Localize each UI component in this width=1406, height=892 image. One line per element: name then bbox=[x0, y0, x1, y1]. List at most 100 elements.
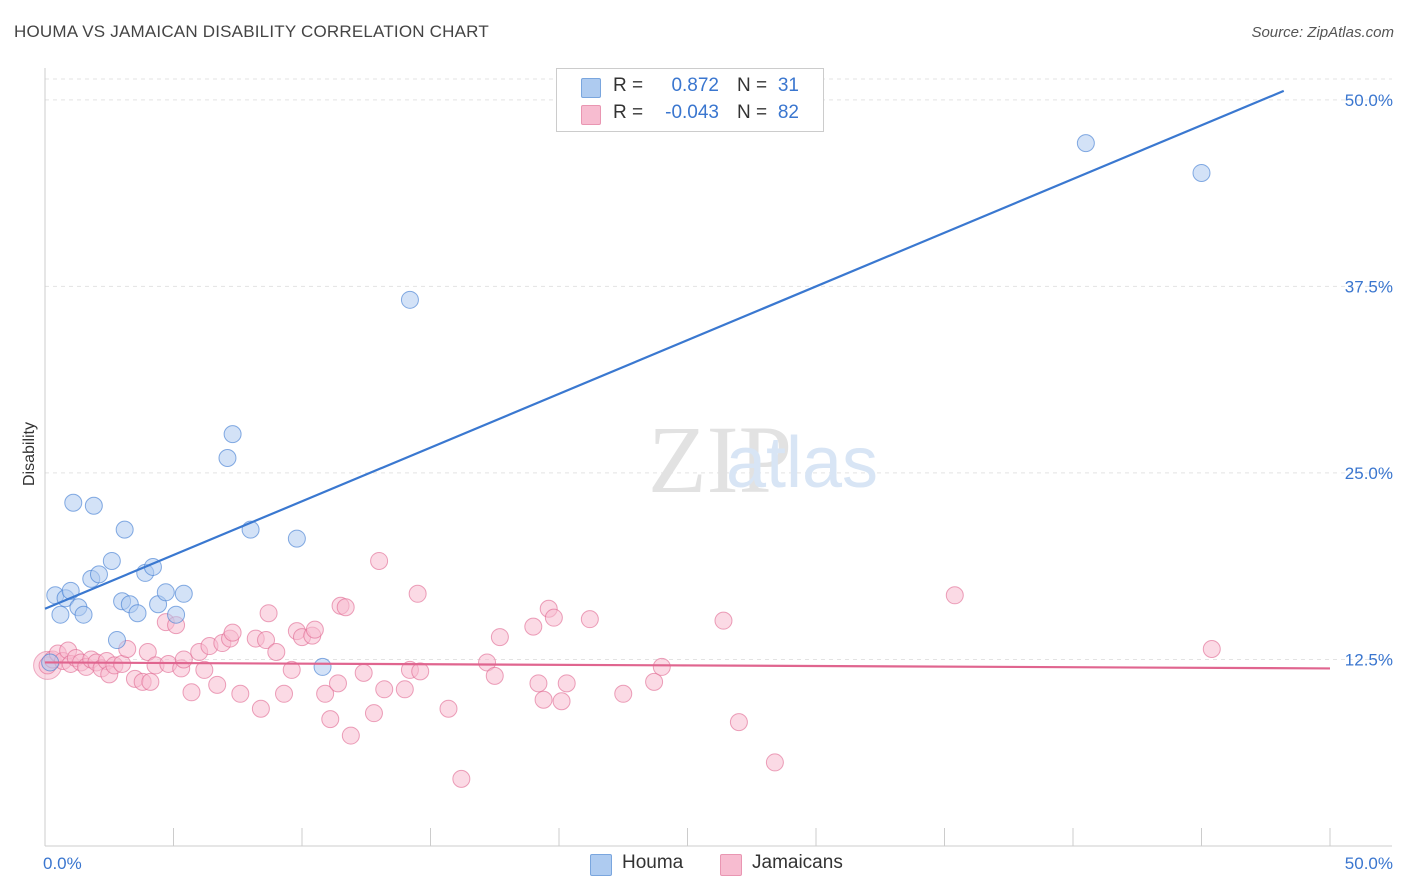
data-point-houma bbox=[218, 449, 237, 467]
chart-title: HOUMA VS JAMAICAN DISABILITY CORRELATION… bbox=[14, 22, 489, 41]
data-point-jamaicans bbox=[645, 672, 664, 691]
legend-r-label: R = bbox=[613, 102, 644, 123]
data-point-jamaicans bbox=[223, 623, 242, 642]
data-point-houma bbox=[287, 529, 306, 548]
series-label-houma: Houma bbox=[622, 852, 684, 873]
data-point-jamaicans bbox=[336, 598, 355, 617]
series-swatch-jamaicans bbox=[720, 854, 742, 876]
data-point-houma bbox=[174, 584, 193, 603]
source-label: Source: ZipAtlas.com bbox=[1251, 24, 1394, 41]
data-point-jamaicans bbox=[282, 660, 301, 679]
data-point-jamaicans bbox=[478, 653, 497, 672]
legend-r-value: 0.872 bbox=[671, 75, 719, 96]
grid-lines bbox=[45, 78, 1392, 660]
data-point-houma bbox=[74, 605, 93, 624]
legend-swatch-houma bbox=[581, 78, 601, 98]
legend-swatch-jamaicans bbox=[581, 105, 601, 125]
data-point-jamaicans bbox=[275, 684, 294, 703]
data-point-houma bbox=[107, 631, 126, 650]
y-tick-label: 50.0% bbox=[1345, 91, 1393, 110]
data-point-jamaicans bbox=[305, 620, 324, 639]
data-point-houma bbox=[167, 605, 186, 624]
data-point-jamaicans bbox=[375, 680, 394, 699]
data-point-houma bbox=[89, 565, 108, 584]
data-point-houma bbox=[102, 551, 121, 570]
data-point-houma bbox=[61, 581, 80, 600]
trend-lines bbox=[44, 89, 1331, 670]
data-point-jamaicans bbox=[1202, 640, 1221, 659]
legend-n-value: 31 bbox=[777, 75, 799, 96]
series-label-jamaicans: Jamaicans bbox=[752, 852, 843, 873]
x-tick-label: 50.0% bbox=[1345, 854, 1393, 873]
series-legend: Houma Jamaicans bbox=[0, 852, 1406, 878]
data-point-jamaicans bbox=[729, 713, 748, 732]
data-point-jamaicans bbox=[267, 643, 286, 661]
data-point-houma bbox=[1192, 163, 1211, 182]
x-tick-labels: 0.0% 50.0% bbox=[43, 854, 1393, 873]
data-point-jamaicans bbox=[490, 628, 509, 647]
legend-n-label: N = bbox=[737, 102, 768, 123]
x-tick-label: 0.0% bbox=[43, 854, 82, 873]
data-point-jamaicans bbox=[395, 680, 414, 699]
data-point-jamaicans bbox=[580, 610, 599, 629]
data-point-houma bbox=[64, 493, 83, 512]
watermark-zip: ZIP bbox=[648, 406, 792, 513]
data-point-jamaicans bbox=[138, 643, 157, 661]
data-point-houma bbox=[51, 605, 70, 624]
data-point-jamaicans bbox=[370, 551, 389, 570]
trend-line-jamaicans bbox=[44, 661, 1331, 670]
data-point-houma bbox=[223, 425, 242, 444]
data-point-jamaicans bbox=[328, 674, 347, 693]
data-point-jamaicans bbox=[714, 611, 733, 630]
data-point-jamaicans bbox=[182, 683, 201, 702]
watermark-atlas: atlas bbox=[726, 423, 878, 503]
data-point-jamaicans bbox=[341, 726, 360, 745]
data-point-jamaicans bbox=[552, 692, 571, 711]
data-point-houma bbox=[128, 604, 147, 623]
data-point-jamaicans bbox=[141, 672, 160, 691]
data-point-jamaicans bbox=[557, 674, 576, 693]
data-point-houma bbox=[313, 657, 332, 676]
data-point-jamaicans bbox=[195, 660, 214, 679]
data-point-jamaicans bbox=[529, 674, 548, 693]
data-point-houma bbox=[1076, 134, 1095, 153]
data-point-jamaicans bbox=[316, 684, 335, 703]
data-point-jamaicans bbox=[174, 650, 193, 669]
data-point-houma bbox=[400, 290, 419, 309]
data-point-jamaicans bbox=[614, 684, 633, 703]
data-point-jamaicans bbox=[411, 662, 430, 681]
y-tick-label: 37.5% bbox=[1345, 277, 1393, 296]
legend-row-jamaicans: R = -0.043 N = 82 bbox=[557, 102, 823, 126]
data-point-jamaicans bbox=[524, 617, 543, 636]
legend-n-value: 82 bbox=[777, 102, 799, 123]
data-point-jamaicans bbox=[364, 704, 383, 723]
legend-row-houma: R = 0.872 N = 31 bbox=[557, 75, 823, 99]
legend-r-value: -0.043 bbox=[665, 102, 719, 123]
y-tick-label: 25.0% bbox=[1345, 464, 1393, 483]
legend-n-label: N = bbox=[737, 75, 768, 96]
data-point-houma bbox=[115, 520, 134, 539]
legend-r-label: R = bbox=[613, 75, 644, 96]
axes bbox=[44, 68, 1392, 847]
data-point-jamaicans bbox=[257, 631, 276, 650]
data-point-jamaicans bbox=[485, 666, 504, 685]
data-point-jamaicans bbox=[452, 769, 471, 788]
data-point-jamaicans bbox=[439, 699, 458, 718]
data-point-jamaicans bbox=[534, 690, 553, 709]
data-point-jamaicans bbox=[208, 675, 227, 694]
data-point-jamaicans bbox=[354, 663, 373, 682]
data-point-jamaicans bbox=[765, 753, 784, 772]
trend-line-houma bbox=[44, 89, 1285, 610]
data-point-jamaicans bbox=[231, 684, 250, 703]
stats-legend: R = 0.872 N = 31 R = -0.043 N = 82 bbox=[556, 68, 824, 132]
data-point-jamaicans bbox=[652, 657, 671, 676]
data-point-jamaicans bbox=[113, 654, 132, 673]
data-point-jamaicans bbox=[544, 608, 563, 627]
data-point-jamaicans bbox=[259, 604, 278, 623]
y-tick-label: 12.5% bbox=[1345, 650, 1393, 669]
data-points bbox=[33, 134, 1221, 788]
y-tick-labels: 12.5% 25.0% 37.5% 50.0% bbox=[1345, 91, 1393, 670]
data-point-jamaicans bbox=[945, 586, 964, 605]
data-point-houma bbox=[156, 583, 175, 602]
